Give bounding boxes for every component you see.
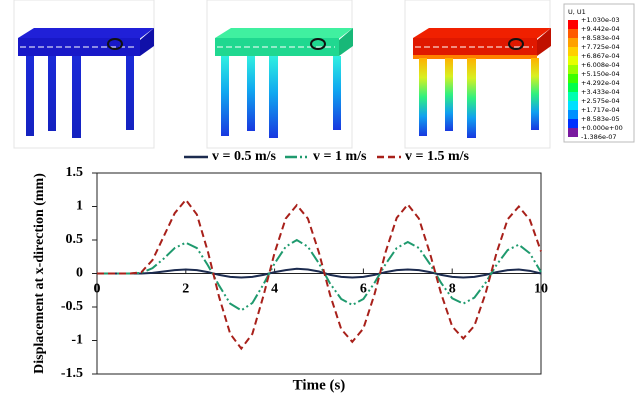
contour-label: +0.000e+00	[581, 124, 623, 132]
y-axis-title: Displacement at x-direction (mm)	[32, 173, 47, 374]
contour-label: +7.725e-04	[581, 43, 620, 51]
contour-label: +8.583e-05	[581, 115, 620, 123]
y-tick-label: 1	[76, 199, 83, 214]
model-red	[405, 0, 551, 148]
y-tick-label: 1.5	[66, 165, 84, 180]
contour-band	[568, 74, 578, 83]
legend-label: v = 1 m/s	[313, 149, 367, 164]
contour-band	[568, 29, 578, 38]
contour-label: +9.442e-04	[581, 25, 620, 33]
contour-label: +6.008e-04	[581, 61, 620, 69]
contour-label: +5.150e-04	[581, 70, 620, 78]
contour-band	[568, 101, 578, 110]
legend-label: v = 1.5 m/s	[405, 149, 470, 164]
contour-band	[568, 38, 578, 47]
contour-band	[568, 20, 578, 29]
x-tick-label: 4	[271, 282, 278, 297]
contour-band	[568, 83, 578, 92]
x-tick-label: 10	[534, 282, 548, 297]
y-tick-label: 0	[76, 266, 83, 281]
contour-band	[568, 128, 578, 137]
series-line	[97, 200, 541, 349]
x-axis-title: Time (s)	[293, 377, 346, 393]
contour-label: +2.575e-04	[581, 97, 620, 105]
y-tick-label: 0.5	[66, 232, 84, 247]
legend-label: v = 0.5 m/s	[212, 149, 277, 164]
contour-legend: U, U1 +1.030e-03+9.442e-04+8.583e-04+7.7…	[564, 4, 634, 142]
x-tick-label: 8	[449, 282, 456, 297]
contour-legend-title: U, U1	[568, 8, 586, 16]
contour-band	[568, 110, 578, 119]
contour-band	[568, 92, 578, 101]
y-tick-label: -1	[71, 333, 83, 348]
x-tick-label: 2	[182, 282, 189, 297]
contour-band	[568, 56, 578, 65]
contour-label: +6.867e-04	[581, 52, 620, 60]
figure: U, U1 +1.030e-03+9.442e-04+8.583e-04+7.7…	[0, 0, 637, 398]
contour-band	[568, 65, 578, 74]
model-green	[207, 0, 353, 148]
y-tick-label: -1.5	[61, 366, 83, 381]
contour-label: +3.433e-04	[581, 88, 620, 96]
contour-band	[568, 47, 578, 56]
contour-label: +1.030e-03	[581, 16, 620, 24]
contour-label: -1.386e-07	[581, 133, 617, 141]
contour-label: +1.717e-04	[581, 106, 620, 114]
contour-label: +8.583e-04	[581, 34, 620, 42]
model-blue	[14, 0, 154, 148]
contour-band	[568, 119, 578, 128]
y-tick-label: -0.5	[61, 299, 83, 314]
x-tick-label: 0	[94, 282, 101, 297]
contour-label: +4.292e-04	[581, 79, 620, 87]
